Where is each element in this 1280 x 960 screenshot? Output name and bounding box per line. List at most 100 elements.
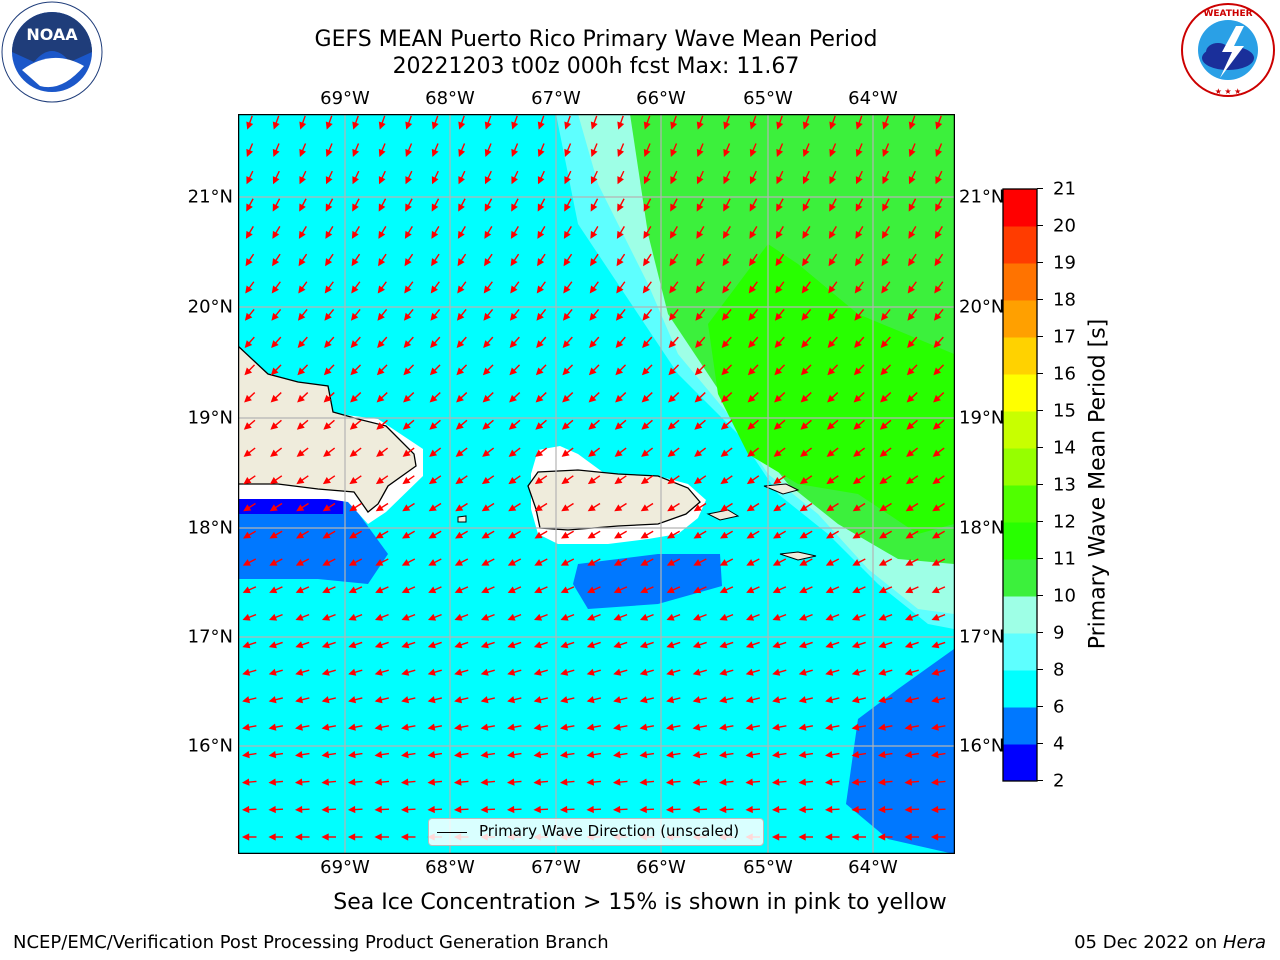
colorbar-tick-mark <box>1037 262 1043 263</box>
wave-direction-arrowhead <box>692 668 701 676</box>
wave-direction-arrowhead <box>268 833 276 841</box>
wave-direction-arrowhead <box>748 312 756 321</box>
wave-direction-arrowhead <box>272 258 280 267</box>
wave-direction-arrowhead <box>798 778 807 786</box>
wave-direction-arrowhead <box>669 230 677 239</box>
wave-direction-arrowhead <box>931 641 940 649</box>
legend: Primary Wave Direction (unscaled) <box>428 818 764 846</box>
wave-direction-arrowhead <box>878 613 887 621</box>
wave-direction-arrowhead <box>932 449 941 457</box>
wave-direction-arrowhead <box>935 203 942 212</box>
wave-direction-arrowhead <box>352 148 360 157</box>
wave-direction-arrowhead <box>564 121 572 130</box>
wave-direction-arrowhead <box>879 476 888 485</box>
wave-direction-arrowhead <box>639 751 648 759</box>
wave-direction-arrowhead <box>667 422 676 430</box>
wave-direction-arrowhead <box>642 285 650 294</box>
wave-direction-arrowhead <box>879 449 888 457</box>
footer-date: 05 Dec 2022 on Hera <box>1074 932 1266 953</box>
wave-direction-arrowhead <box>560 668 569 676</box>
wave-direction-arrowhead <box>298 230 306 239</box>
wave-direction-arrowhead <box>931 586 940 594</box>
wave-direction-arrowhead <box>643 148 651 157</box>
wave-direction-arrowhead <box>719 531 729 539</box>
wave-direction-arrowhead <box>299 148 307 157</box>
wave-direction-arrowhead <box>537 230 545 239</box>
wave-direction-arrowhead <box>533 751 542 759</box>
wave-direction-arrowhead <box>321 696 330 704</box>
wave-direction-arrowhead <box>403 312 412 321</box>
wave-direction-arrowhead <box>854 285 862 294</box>
wave-direction-arrowhead <box>456 340 465 349</box>
colorbar-tick-label: 15 <box>1053 400 1076 422</box>
wave-direction-arrowhead <box>908 258 916 267</box>
wave-period-map <box>238 114 955 854</box>
graticule <box>238 114 954 854</box>
wave-direction-arrowhead <box>878 641 887 649</box>
wave-direction-arrowhead <box>429 394 438 403</box>
wave-direction-arrowhead <box>934 285 942 294</box>
wave-direction-arrowhead <box>882 203 889 212</box>
wave-direction-arrowhead <box>352 121 360 130</box>
wave-direction-arrowhead <box>776 176 783 185</box>
wave-direction-arrowhead <box>935 148 943 157</box>
colorbar-tick-mark <box>1037 706 1043 707</box>
wave-direction-arrowhead <box>825 723 833 731</box>
wave-direction-arrowhead <box>640 586 649 594</box>
wave-direction-arrowhead <box>562 340 571 349</box>
wave-direction-arrowhead <box>749 176 757 185</box>
wave-direction-arrowhead <box>670 176 677 185</box>
wave-direction-arrowhead <box>431 148 439 157</box>
wave-direction-arrowhead <box>374 723 383 731</box>
colorbar-tick-mark <box>1037 299 1043 300</box>
wave-direction-arrowhead <box>272 148 280 157</box>
wave-direction-arrowhead <box>404 258 412 267</box>
wave-direction-arrowhead <box>533 641 542 649</box>
wave-direction-arrowhead <box>431 176 439 185</box>
wave-direction-arrowhead <box>613 531 623 539</box>
wave-direction-arrowhead <box>643 230 651 239</box>
wave-direction-arrowhead <box>904 696 913 704</box>
wave-direction-arrowhead <box>245 230 253 239</box>
wave-direction-arrowhead <box>299 121 307 130</box>
wave-direction-arrowhead <box>905 586 914 594</box>
wave-direction-arrowhead <box>507 559 516 566</box>
wave-direction-arrowhead <box>480 641 489 649</box>
wave-direction-arrowhead <box>852 531 861 539</box>
wave-direction-arrowhead <box>932 504 941 512</box>
wave-direction-arrowhead <box>694 422 703 430</box>
wave-direction-arrowhead <box>242 641 251 649</box>
wave-direction-arrowhead <box>272 203 280 212</box>
wave-direction-arrowhead <box>905 559 914 566</box>
wave-direction-arrowhead <box>322 476 331 485</box>
wave-direction-arrowhead <box>586 696 595 704</box>
wave-direction-arrowhead <box>321 641 330 649</box>
wave-direction-arrowhead <box>534 531 543 539</box>
wave-direction-arrowhead <box>272 176 280 185</box>
wave-direction-arrowhead <box>508 422 517 430</box>
lat-tick-right: 20°N <box>959 296 1005 318</box>
wave-direction-arrowhead <box>908 203 916 212</box>
virgin-islands <box>763 483 800 495</box>
wave-direction-arrowhead <box>745 696 754 704</box>
wave-direction-arrowhead <box>825 696 834 704</box>
wave-direction-arrowhead <box>376 449 385 457</box>
wave-direction-arrowhead <box>826 504 835 512</box>
wave-direction-arrowhead <box>351 285 359 294</box>
wave-direction-arrowhead <box>880 394 888 403</box>
wave-direction-arrowhead <box>374 778 383 786</box>
wave-direction-arrowhead <box>271 312 279 321</box>
wave-direction-arrowhead <box>351 230 359 239</box>
wave-direction-arrowhead <box>719 668 728 676</box>
wave-direction-arrowhead <box>616 258 624 267</box>
wave-direction-arrowhead <box>694 449 703 457</box>
wave-direction-arrowhead <box>269 531 278 539</box>
wave-direction-arrowhead <box>721 394 729 403</box>
wave-direction-arrowhead <box>829 176 836 185</box>
wave-direction-arrowhead <box>243 449 252 457</box>
wave-direction-arrowhead <box>825 668 834 676</box>
wave-direction-arrowhead <box>272 230 280 239</box>
wave-direction-arrowhead <box>561 449 570 457</box>
colorbar-segment <box>1003 596 1037 634</box>
colorbar-tick-label: 21 <box>1053 178 1076 200</box>
